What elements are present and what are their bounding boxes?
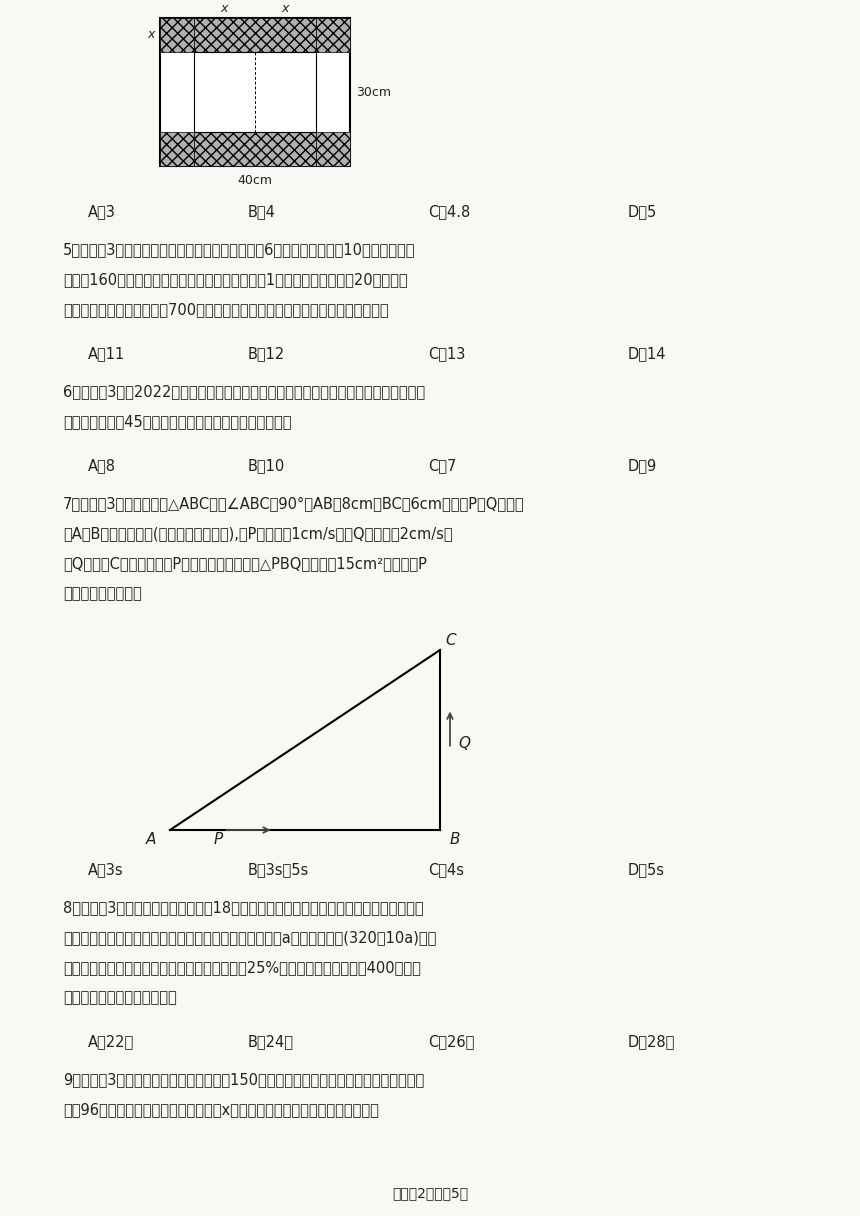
Text: A．22元: A．22元 (88, 1034, 134, 1049)
Text: A: A (145, 832, 156, 848)
Bar (160, 133, 194, 167)
Text: B．12: B．12 (248, 347, 286, 361)
Text: D．28元: D．28元 (628, 1034, 675, 1049)
Text: x: x (220, 2, 228, 15)
Text: 但物价部门限定每件商品加价不能超过进货价的25%，如果商店计划要获利400元，则: 但物价部门限定每件商品加价不能超过进货价的25%，如果商店计划要获利400元，则 (63, 959, 421, 975)
Text: B．24元: B．24元 (248, 1034, 294, 1049)
Text: D．14: D．14 (628, 347, 666, 361)
Bar (194, 133, 316, 167)
Text: C．13: C．13 (428, 347, 465, 361)
Text: 5．（本题3分）某超市销售一种饮料，每瓶进价为6元．当每瓶售价为10元时，日均销: 5．（本题3分）某超市销售一种饮料，每瓶进价为6元．当每瓶售价为10元时，日均销 (63, 242, 415, 257)
Text: A．3s: A．3s (88, 862, 124, 877)
Text: C: C (445, 634, 456, 648)
Text: A．8: A．8 (88, 458, 116, 473)
Bar (160, 18, 194, 52)
Text: 运动的时间是（　）: 运动的时间是（ ） (63, 586, 142, 601)
Text: 8．（本题3分）某商店从厂家以每件18元的价格购进一批商品，该商品可以自行定价，据: 8．（本题3分）某商店从厂家以每件18元的价格购进一批商品，该商品可以自行定价，… (63, 900, 424, 914)
Text: P: P (214, 832, 224, 848)
Text: 点Q移动到C点后停止，点P也随之停止运动，当△PBQ的面积为15cm²时，则点P: 点Q移动到C点后停止，点P也随之停止运动，当△PBQ的面积为15cm²时，则点P (63, 556, 427, 572)
Text: C．4.8: C．4.8 (428, 204, 470, 219)
Text: D．5: D．5 (628, 204, 657, 219)
Text: B．4: B．4 (248, 204, 276, 219)
Bar (316, 18, 350, 52)
Text: C．4s: C．4s (428, 862, 464, 877)
Text: A．11: A．11 (88, 347, 126, 361)
Text: 市计划该饮料日均总利润为700元，且尽快减少库存，则每瓶该饮料售价为（　）: 市计划该饮料日均总利润为700元，且尽快减少库存，则每瓶该饮料售价为（ ） (63, 302, 389, 317)
Text: 6．（本题3分）2022年北京冬奥会女子冰壶比赛有若干支队伍参加了单循环比赛，单循: 6．（本题3分）2022年北京冬奥会女子冰壶比赛有若干支队伍参加了单循环比赛，单… (63, 384, 425, 399)
Text: D．5s: D．5s (628, 862, 665, 877)
Text: 试卷第2页，共5页: 试卷第2页，共5页 (392, 1186, 468, 1200)
Bar (194, 18, 316, 52)
Text: A．3: A．3 (88, 204, 116, 219)
Bar (160, 18, 350, 167)
Text: 环比赛共进行了45场，共有多少支队伍参加比赛？（　）: 环比赛共进行了45场，共有多少支队伍参加比赛？（ ） (63, 413, 292, 429)
Bar (316, 133, 350, 167)
Text: 价为96元，设平均每次降价的百分率为x，根据随意，所列方程正确的是（　）: 价为96元，设平均每次降价的百分率为x，根据随意，所列方程正确的是（ ） (63, 1102, 379, 1118)
Text: B．3s或5s: B．3s或5s (248, 862, 310, 877)
Text: 市场调查，该商品的售价与销售量的关系是：若每件售价a元，则可卖出(320－10a)件，: 市场调查，该商品的售价与销售量的关系是：若每件售价a元，则可卖出(320－10a… (63, 930, 436, 945)
Text: C．7: C．7 (428, 458, 457, 473)
Text: 点A、B同时开始移动(移动方向如图所示),点P的速度为1cm/s，点Q的速度为2cm/s，: 点A、B同时开始移动(移动方向如图所示),点P的速度为1cm/s，点Q的速度为2… (63, 527, 452, 541)
Text: Q: Q (458, 736, 470, 751)
Text: B: B (450, 832, 460, 848)
Text: 9．（本题3分）某种商品原来每件售价为150元，经过连续两次降价后，该种商品每件售: 9．（本题3分）某种商品原来每件售价为150元，经过连续两次降价后，该种商品每件… (63, 1073, 424, 1087)
Text: 售量为160瓶．经市场调查表明，每瓶售价每增加1元，日均销售量减少20瓶．若超: 售量为160瓶．经市场调查表明，每瓶售价每增加1元，日均销售量减少20瓶．若超 (63, 272, 408, 287)
Text: B．10: B．10 (248, 458, 286, 473)
Text: x: x (148, 28, 155, 41)
Text: 40cm: 40cm (237, 174, 273, 187)
Text: 每件商品的售价应定为（　）: 每件商品的售价应定为（ ） (63, 990, 177, 1004)
Text: x: x (281, 2, 289, 15)
Text: D．9: D．9 (628, 458, 657, 473)
Text: 30cm: 30cm (356, 85, 391, 98)
Text: 7．（本题3分）如图，在△ABC中，∠ABC＝90°，AB＝8cm，BC＝6cm，动点P、Q分别从: 7．（本题3分）如图，在△ABC中，∠ABC＝90°，AB＝8cm，BC＝6cm… (63, 496, 525, 511)
Text: C．26元: C．26元 (428, 1034, 475, 1049)
Bar (194, 52, 316, 133)
